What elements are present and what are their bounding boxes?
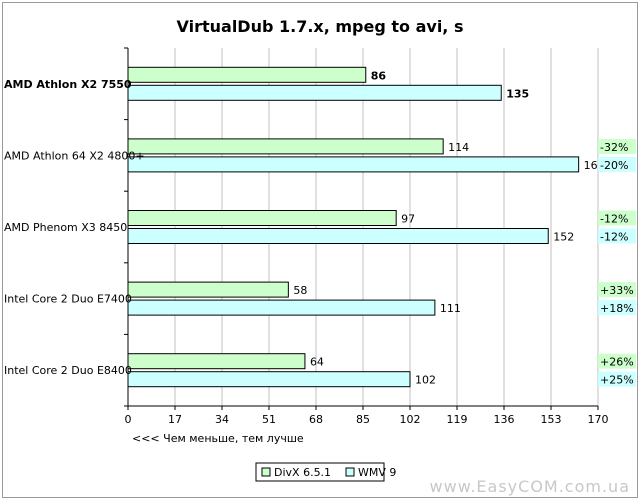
x-tick-label: 0	[125, 413, 132, 426]
category-label: Intel Core 2 Duo E7400	[4, 293, 132, 306]
bar	[127, 156, 580, 173]
bar	[127, 299, 436, 316]
category-label: AMD Phenom X3 8450	[4, 221, 127, 234]
percent-label: -12%	[600, 213, 628, 226]
percent-label: +18%	[600, 302, 634, 315]
axis-note: <<< Чем меньше, тем лучше	[132, 432, 304, 445]
x-tick-label: 136	[494, 413, 515, 426]
x-tick-label: 102	[400, 413, 421, 426]
bar	[127, 66, 367, 83]
x-tick-label: 34	[215, 413, 229, 426]
x-tick-label: 170	[588, 413, 609, 426]
value-label: 114	[448, 141, 469, 154]
bar	[127, 353, 306, 370]
value-label: 64	[310, 356, 324, 369]
value-label: 152	[553, 231, 574, 244]
bar	[127, 281, 289, 298]
percent-label: -20%	[600, 159, 628, 172]
bar	[127, 210, 397, 226]
x-tick-label: 51	[262, 413, 276, 426]
percent-bg	[598, 300, 636, 316]
percent-label: +26%	[600, 356, 634, 369]
value-label: 58	[293, 284, 307, 297]
percent-label: -12%	[600, 231, 628, 244]
value-label: 135	[506, 87, 529, 100]
x-tick-label: 17	[168, 413, 182, 426]
legend-swatch	[261, 467, 271, 477]
percent-label: +25%	[600, 374, 634, 387]
value-label: 102	[415, 374, 436, 387]
percent-bg	[598, 282, 636, 298]
x-tick-label: 119	[447, 413, 468, 426]
x-tick-label: 85	[356, 413, 370, 426]
category-label: AMD Athlon 64 X2 4800+	[4, 149, 145, 162]
percent-bg	[598, 228, 636, 244]
x-tick-label: 68	[309, 413, 323, 426]
percent-labels: -32% -20% -12% -12% +33% +18% +26% +25%	[598, 138, 636, 387]
value-label: 97	[401, 213, 415, 226]
legend-swatch	[345, 467, 355, 477]
legend: DivX 6.5.1 WMV 9	[255, 462, 396, 482]
percent-bg	[598, 371, 636, 387]
bar	[127, 138, 444, 155]
x-axis: 0 17 34 51 68 85 102 119 136 153 170	[124, 47, 609, 426]
percent-bg	[598, 210, 636, 226]
bar	[127, 84, 502, 101]
watermark: www.EasyCOM.com.ua	[430, 477, 630, 496]
category-labels: AMD Athlon X2 7550 AMD Athlon 64 X2 4800+…	[4, 78, 145, 377]
legend-label: DivX 6.5.1	[274, 466, 331, 479]
chart-title: VirtualDub 1.7.x, mpeg to avi, s	[177, 17, 464, 36]
value-label: 86	[371, 69, 387, 82]
percent-bg	[598, 156, 636, 172]
legend-label: WMV 9	[358, 466, 396, 479]
percent-label: +33%	[600, 284, 634, 297]
bar	[127, 371, 411, 388]
percent-label: -32%	[600, 141, 628, 154]
percent-bg	[598, 138, 636, 154]
grid	[174, 48, 599, 406]
percent-bg	[598, 353, 636, 369]
bar	[127, 228, 549, 244]
category-label: AMD Athlon X2 7550	[4, 78, 132, 91]
x-tick-label: 153	[541, 413, 562, 426]
value-label: 111	[440, 302, 461, 315]
category-label: Intel Core 2 Duo E8400	[4, 364, 132, 377]
